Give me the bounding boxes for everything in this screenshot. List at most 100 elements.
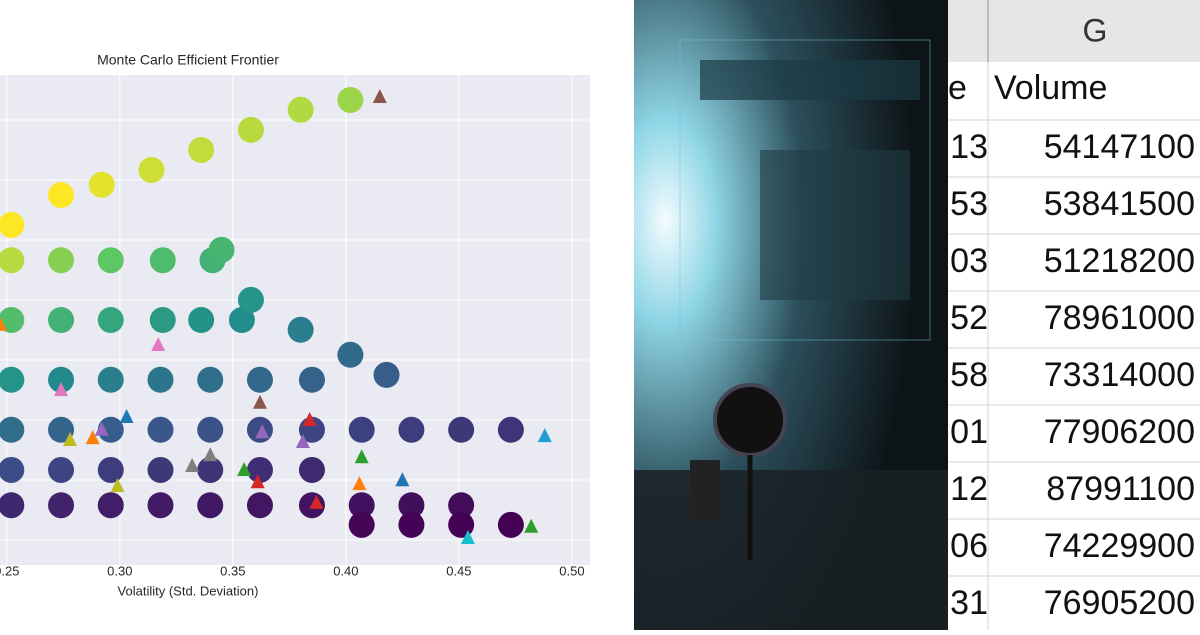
cell-value: 87991100 <box>1046 470 1195 508</box>
portfolio-point <box>97 247 124 274</box>
portfolio-point <box>0 211 25 238</box>
asset-marker <box>85 430 100 445</box>
portfolio-point <box>448 511 475 538</box>
cell-fragment: 13 <box>950 128 988 166</box>
portfolio-point <box>373 361 400 388</box>
portfolio-point <box>48 182 75 209</box>
portfolio-point <box>0 492 25 519</box>
portfolio-point <box>97 366 124 393</box>
cell-fragment: 12 <box>950 470 988 508</box>
portfolio-point <box>237 116 264 143</box>
portfolio-point <box>197 416 224 443</box>
cell-value: 51218200 <box>1044 242 1195 280</box>
asset-marker <box>250 474 265 489</box>
portfolio-point <box>348 416 375 443</box>
asset-marker <box>352 476 367 491</box>
x-tick-label: 0.25 <box>0 563 19 578</box>
portfolio-point <box>48 247 75 274</box>
portfolio-point <box>149 247 176 274</box>
cell-value: 74229900 <box>1044 527 1195 565</box>
portfolio-point <box>337 86 364 113</box>
cell-value: 76905200 <box>1044 584 1195 622</box>
portfolio-point <box>497 511 524 538</box>
spreadsheet: G e Volume 13 54147100 53 53841500 03 5121820… <box>948 0 1200 630</box>
portfolio-point <box>149 307 176 333</box>
portfolio-point <box>246 366 273 393</box>
asset-marker <box>151 336 166 351</box>
asset-marker <box>94 421 109 436</box>
portfolio-point <box>298 456 325 483</box>
portfolio-point <box>48 492 75 519</box>
cell-header: Volume <box>994 69 1107 107</box>
portfolio-point <box>97 416 124 443</box>
portfolio-point <box>48 307 75 333</box>
asset-marker <box>119 409 134 424</box>
cell-fragment: 03 <box>950 242 988 280</box>
portfolio-point <box>147 456 174 483</box>
portfolio-point <box>97 307 124 333</box>
asset-marker <box>524 518 539 533</box>
cell-value: 53841500 <box>1044 185 1195 223</box>
asset-marker <box>460 530 475 545</box>
asset-marker <box>237 461 252 476</box>
portfolio-point <box>0 247 25 274</box>
portfolio-point <box>97 456 124 483</box>
portfolio-point <box>448 416 475 443</box>
portfolio-point <box>48 366 75 393</box>
portfolio-point <box>448 492 475 519</box>
asset-marker <box>110 478 125 493</box>
portfolio-point <box>138 157 165 184</box>
cell-fragment: 31 <box>950 584 988 622</box>
portfolio-point <box>398 416 425 443</box>
portfolio-point <box>398 492 425 519</box>
portfolio-point <box>246 492 273 519</box>
x-axis-label: Volatility (Std. Deviation) <box>118 583 259 598</box>
asset-marker <box>395 472 410 487</box>
cell-fragment: 01 <box>950 413 988 451</box>
portfolio-point <box>88 171 115 198</box>
portfolio-point <box>147 492 174 519</box>
asset-marker <box>54 382 69 397</box>
portfolio-point <box>398 511 425 538</box>
x-tick-label: 0.50 <box>559 563 584 578</box>
cell-value: 73314000 <box>1044 356 1195 394</box>
portfolio-point <box>246 456 273 483</box>
portfolio-point <box>237 286 264 313</box>
portfolio-point <box>298 366 325 393</box>
asset-marker <box>302 411 317 426</box>
cell-fragment: 58 <box>950 356 988 394</box>
portfolio-point <box>188 136 215 163</box>
portfolio-point <box>287 316 314 343</box>
asset-marker <box>0 316 7 331</box>
cell-fragment: e <box>948 69 967 107</box>
asset-marker <box>295 434 310 449</box>
asset-marker <box>354 449 369 464</box>
portfolio-point <box>228 307 255 333</box>
asset-marker <box>203 447 218 462</box>
portfolio-point <box>348 492 375 519</box>
portfolio-point <box>197 492 224 519</box>
x-tick-label: 0.40 <box>333 563 358 578</box>
photo <box>634 0 948 630</box>
portfolio-point <box>197 456 224 483</box>
asset-marker <box>185 458 200 473</box>
portfolio-point <box>97 492 124 519</box>
portfolio-point <box>497 416 524 443</box>
cell-fragment: 52 <box>950 299 988 337</box>
column-header: G <box>1083 12 1108 48</box>
portfolio-point <box>197 366 224 393</box>
portfolio-point <box>147 416 174 443</box>
portfolio-point <box>48 456 75 483</box>
portfolio-point <box>337 341 364 368</box>
portfolio-point <box>147 366 174 393</box>
x-tick-label: 0.30 <box>107 563 132 578</box>
asset-marker <box>252 394 267 409</box>
asset-marker <box>537 428 552 443</box>
portfolio-point <box>188 307 215 333</box>
cell-value: 77906200 <box>1044 413 1195 451</box>
asset-marker <box>255 424 270 439</box>
asset-marker <box>63 432 78 447</box>
portfolio-point <box>0 366 25 393</box>
portfolio-point <box>208 236 235 263</box>
